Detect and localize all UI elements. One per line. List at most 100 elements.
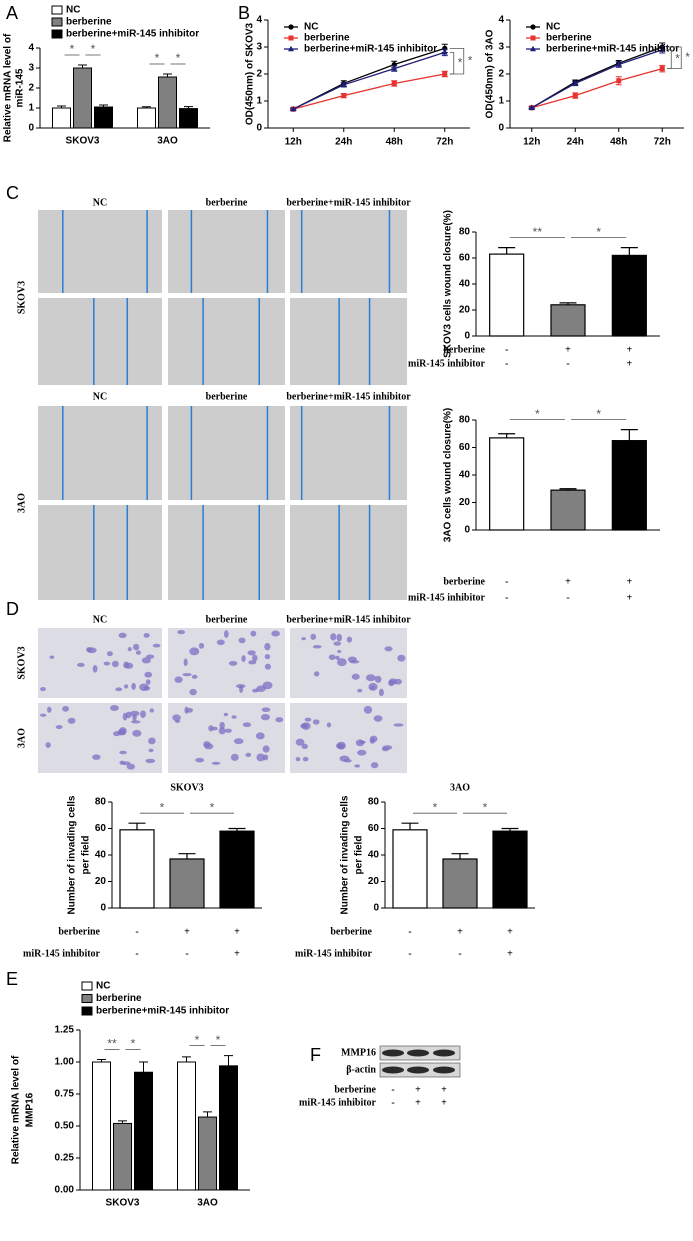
bar — [158, 76, 177, 129]
error-bar — [57, 105, 66, 108]
panel-label: F — [310, 1045, 321, 1065]
bar — [177, 1061, 196, 1191]
stained-cell — [92, 664, 98, 673]
treatment-mark: + — [507, 926, 513, 937]
stained-cell — [39, 713, 47, 717]
significance-label: * — [433, 800, 438, 814]
stained-cell — [131, 682, 136, 690]
error-bar — [97, 1058, 106, 1062]
panel-label: D — [6, 599, 19, 619]
stained-cell — [333, 641, 342, 646]
y-tick-label: 60 — [459, 442, 471, 453]
bar — [179, 108, 198, 129]
stained-cell — [365, 674, 376, 682]
x-tick-label: 24h — [567, 137, 584, 148]
y-tick-label: 2 — [498, 69, 504, 80]
treatment-mark: - — [505, 592, 508, 603]
error-bar — [139, 1061, 148, 1073]
treatment-mark: + — [441, 1097, 447, 1108]
legend-swatch — [81, 994, 93, 1003]
treatment-mark: + — [626, 576, 632, 587]
bar — [94, 106, 113, 129]
blot-band — [382, 1066, 404, 1074]
stained-cell — [127, 646, 132, 652]
error-bar — [203, 1111, 212, 1118]
stained-cell — [49, 655, 55, 659]
bar — [134, 1071, 153, 1191]
y-tick-label: 40 — [459, 470, 471, 481]
y-tick-label: 20 — [459, 497, 471, 508]
stained-cell — [183, 658, 188, 667]
error-bar — [498, 247, 516, 255]
marker — [391, 65, 398, 71]
stained-cell — [148, 748, 154, 753]
treatment-mark: + — [234, 948, 240, 959]
y-tick-label: 20 — [459, 305, 471, 316]
marker — [288, 35, 294, 41]
blot-band — [433, 1066, 455, 1074]
stained-cell — [139, 683, 149, 691]
significance-label: * — [70, 42, 75, 56]
legend-swatch — [51, 5, 63, 15]
stained-cell — [300, 723, 308, 729]
stained-cell — [195, 757, 205, 763]
stained-cell — [106, 651, 113, 657]
y-axis-label: Number of invading cells — [340, 795, 351, 914]
significance-label: * — [131, 1037, 136, 1051]
y-tick-label: 2 — [256, 69, 262, 80]
stained-cell — [231, 715, 237, 719]
treatment-mark: + — [184, 926, 190, 937]
stained-cell — [328, 654, 336, 660]
bar — [550, 304, 586, 337]
bar — [219, 1065, 238, 1191]
x-tick-label: 3AO — [157, 136, 178, 147]
stained-cell — [135, 650, 141, 655]
treatment-label: miR-145 inhibitor — [23, 948, 101, 959]
stained-cell — [393, 723, 404, 727]
y-tick-label: 40 — [95, 850, 107, 861]
y-tick-label: 3 — [498, 42, 504, 53]
significance-label: * — [155, 51, 160, 65]
stained-cell — [123, 684, 129, 689]
bar — [169, 858, 205, 909]
error-bar — [163, 73, 172, 77]
treatment-mark: - — [391, 1097, 394, 1108]
treatment-mark: + — [626, 592, 632, 603]
stained-cell — [301, 637, 306, 641]
y-tick-label: 1.00 — [55, 1057, 75, 1068]
error-bar — [118, 1120, 127, 1124]
y-tick-label: 1.25 — [55, 1025, 75, 1036]
treatment-mark: + — [626, 344, 632, 355]
stained-cell — [145, 758, 156, 764]
stained-cell — [301, 743, 308, 749]
stained-cell — [264, 642, 271, 651]
y-tick-label: 20 — [95, 876, 107, 887]
series-line — [531, 49, 663, 109]
y-axis-label: Relative mRNA level of — [11, 1055, 22, 1164]
stained-cell — [250, 630, 257, 637]
column-header: berberine+miR-145 inhibitor — [286, 614, 411, 625]
marker — [530, 24, 536, 30]
marker — [659, 66, 665, 72]
error-bar — [142, 106, 151, 108]
marker — [340, 81, 347, 87]
micrograph — [168, 505, 285, 600]
stained-cell — [140, 710, 146, 718]
significance-label: * — [675, 51, 680, 65]
x-tick-label: 24h — [335, 137, 352, 148]
stained-cell — [45, 742, 51, 748]
stained-cell — [260, 713, 270, 721]
series-line — [293, 73, 445, 110]
treatment-mark: + — [457, 926, 463, 937]
bar — [489, 253, 525, 337]
treatment-mark: - — [458, 948, 461, 959]
stained-cell — [211, 761, 221, 765]
stained-cell — [77, 662, 85, 668]
stained-cell — [86, 647, 93, 653]
stained-cell — [347, 656, 357, 663]
y-tick-label: 4 — [256, 15, 262, 26]
stained-cell — [256, 685, 266, 692]
legend-label: berberine — [546, 33, 592, 44]
y-axis-label: OD(450nm) of SKOV3 — [245, 22, 256, 125]
